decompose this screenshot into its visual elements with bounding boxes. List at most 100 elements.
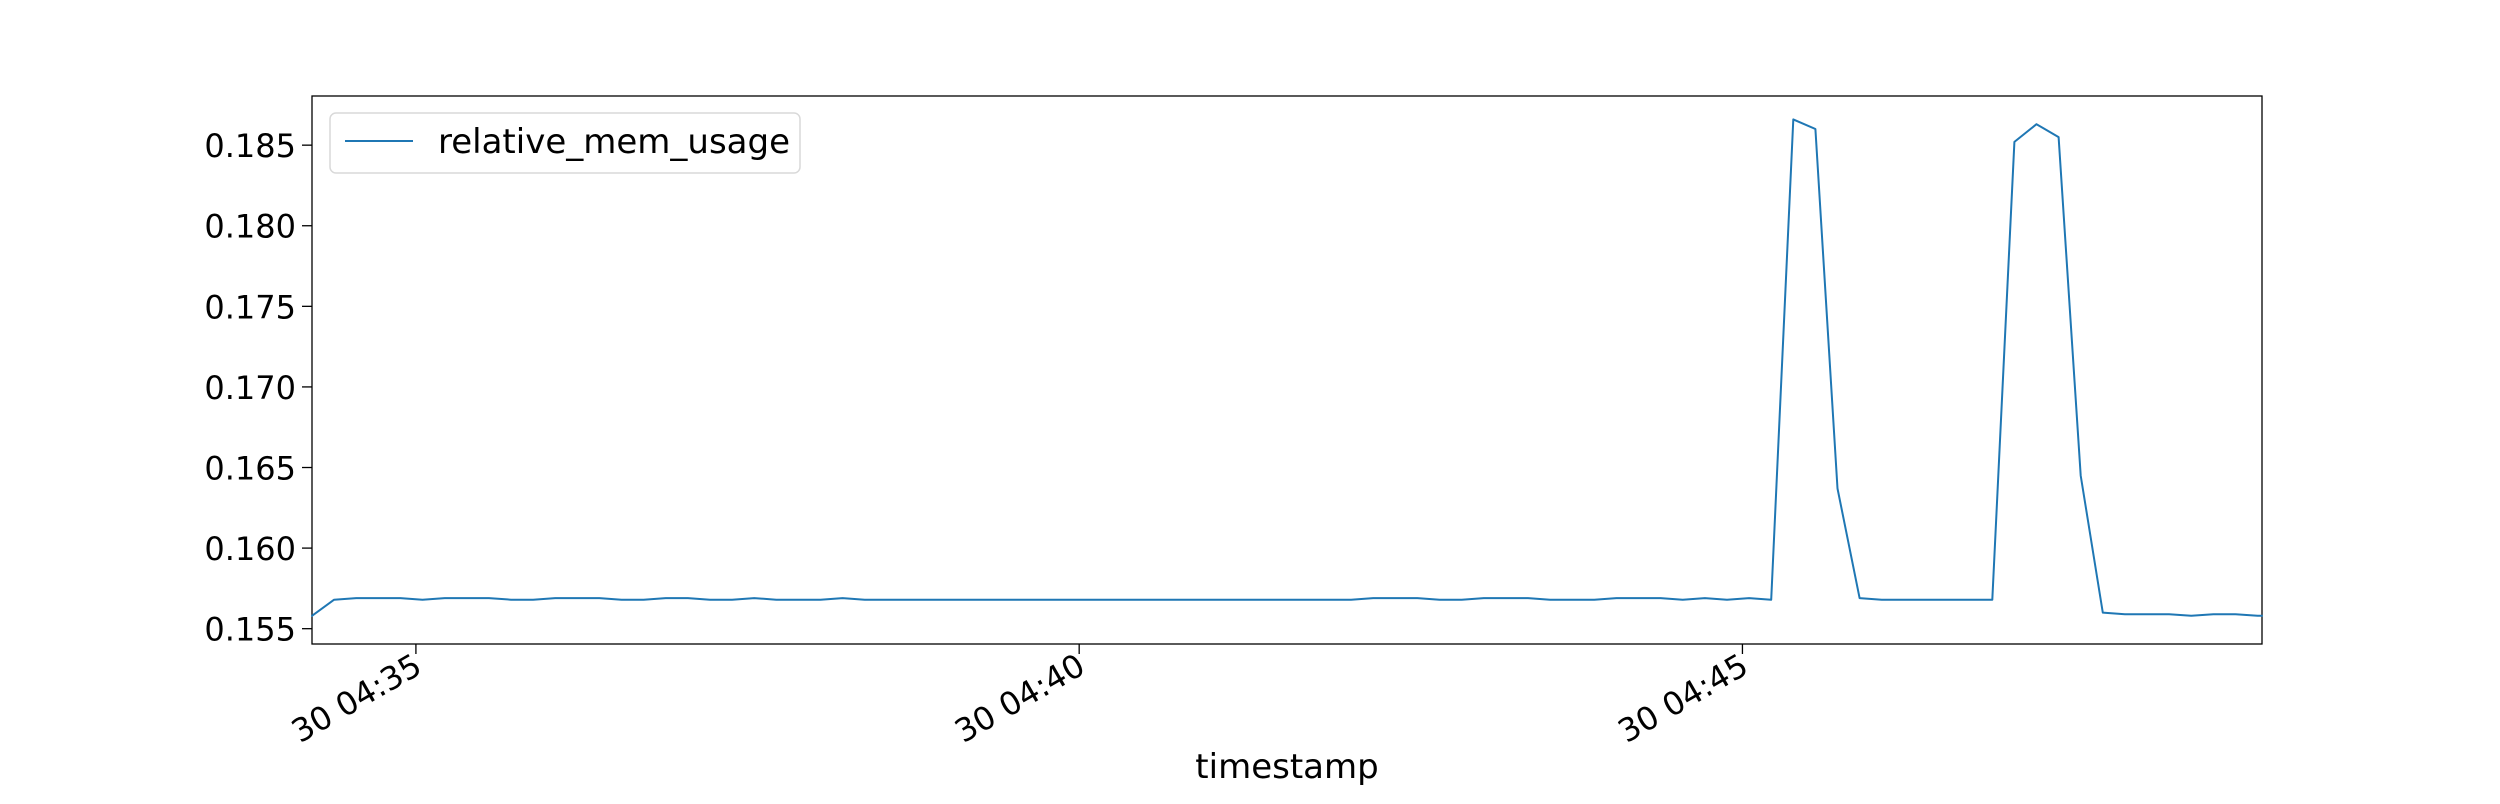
legend: relative_mem_usage bbox=[329, 112, 801, 174]
data-point bbox=[1880, 598, 1884, 602]
data-point bbox=[310, 614, 314, 618]
data-point bbox=[708, 598, 712, 602]
data-point bbox=[1128, 598, 1132, 602]
data-point bbox=[1194, 598, 1198, 602]
data-point bbox=[2234, 612, 2238, 616]
data-point bbox=[907, 598, 911, 602]
y-tick-label: 0.175 bbox=[204, 288, 296, 326]
data-point bbox=[1062, 598, 1066, 602]
data-point bbox=[1968, 598, 1972, 602]
data-point bbox=[376, 596, 380, 600]
data-point bbox=[1415, 596, 1419, 600]
data-point bbox=[730, 598, 734, 602]
data-point bbox=[819, 598, 823, 602]
data-point bbox=[995, 598, 999, 602]
data-point bbox=[1637, 596, 1641, 600]
data-point bbox=[1614, 596, 1618, 600]
data-point bbox=[1327, 598, 1331, 602]
data-point bbox=[664, 596, 668, 600]
data-point bbox=[509, 598, 513, 602]
data-point bbox=[1018, 598, 1022, 602]
data-point bbox=[796, 598, 800, 602]
data-point bbox=[1659, 596, 1663, 600]
data-point bbox=[2145, 612, 2149, 616]
data-point bbox=[1592, 598, 1596, 602]
data-point bbox=[1150, 598, 1154, 602]
data-point bbox=[1261, 598, 1265, 602]
series-line-relative-mem-usage bbox=[311, 118, 2263, 617]
data-point bbox=[1526, 596, 1530, 600]
x-axis-title: timestamp bbox=[1195, 747, 1378, 787]
data-point bbox=[354, 596, 358, 600]
data-point bbox=[1438, 598, 1442, 602]
data-point bbox=[774, 598, 778, 602]
plot-frame bbox=[311, 95, 2263, 645]
data-point bbox=[2256, 614, 2260, 618]
data-point bbox=[465, 596, 469, 600]
data-point bbox=[1371, 596, 1375, 600]
data-point bbox=[1813, 127, 1817, 131]
data-point bbox=[620, 598, 624, 602]
legend-box bbox=[329, 112, 801, 174]
data-point bbox=[531, 598, 535, 602]
data-point bbox=[885, 598, 889, 602]
y-tick-label: 0.160 bbox=[204, 530, 296, 568]
data-point bbox=[1548, 598, 1552, 602]
data-point bbox=[2079, 474, 2083, 478]
data-point bbox=[1946, 598, 1950, 602]
data-point bbox=[2057, 135, 2061, 139]
data-point bbox=[1570, 598, 1574, 602]
y-tick-label: 0.170 bbox=[204, 369, 296, 407]
data-point bbox=[443, 596, 447, 600]
data-point bbox=[1305, 598, 1309, 602]
data-point bbox=[1725, 598, 1729, 602]
y-tick-label: 0.165 bbox=[204, 450, 296, 488]
legend-label: relative_mem_usage bbox=[438, 122, 790, 162]
data-point bbox=[1504, 596, 1508, 600]
data-point bbox=[332, 598, 336, 602]
data-point bbox=[1040, 598, 1044, 602]
data-point bbox=[1791, 117, 1795, 121]
y-tick-label: 0.180 bbox=[204, 208, 296, 246]
data-point bbox=[2012, 140, 2016, 144]
data-point bbox=[841, 596, 845, 600]
data-point bbox=[863, 598, 867, 602]
data-point bbox=[398, 596, 402, 600]
data-point bbox=[1924, 598, 1928, 602]
data-point bbox=[2035, 122, 2039, 126]
data-point bbox=[1239, 598, 1243, 602]
data-point bbox=[1393, 596, 1397, 600]
data-point bbox=[1703, 596, 1707, 600]
data-point bbox=[1217, 598, 1221, 602]
data-point bbox=[2123, 612, 2127, 616]
data-point bbox=[1990, 598, 1994, 602]
data-point bbox=[553, 596, 557, 600]
data-point bbox=[1902, 598, 1906, 602]
data-point bbox=[1084, 598, 1088, 602]
data-point bbox=[1460, 598, 1464, 602]
y-tick-label: 0.185 bbox=[204, 127, 296, 165]
plot-area bbox=[310, 95, 2263, 645]
data-point bbox=[1858, 596, 1862, 600]
data-point bbox=[642, 598, 646, 602]
data-point bbox=[1172, 598, 1176, 602]
data-point bbox=[1747, 596, 1751, 600]
data-point bbox=[1769, 598, 1773, 602]
data-point bbox=[487, 596, 491, 600]
data-point bbox=[597, 596, 601, 600]
data-point bbox=[1283, 598, 1287, 602]
data-point bbox=[951, 598, 955, 602]
data-point bbox=[1349, 598, 1353, 602]
data-point bbox=[2211, 612, 2215, 616]
data-point bbox=[2189, 614, 2193, 618]
data-point bbox=[973, 598, 977, 602]
y-tick-label: 0.155 bbox=[204, 611, 296, 649]
y-axis: 0.155 0.160 0.165 0.170 0.175 0.180 0.185 bbox=[204, 127, 312, 649]
data-point bbox=[2101, 611, 2105, 615]
data-point bbox=[929, 598, 933, 602]
data-point bbox=[1106, 598, 1110, 602]
data-point bbox=[1482, 596, 1486, 600]
data-point bbox=[686, 596, 690, 600]
